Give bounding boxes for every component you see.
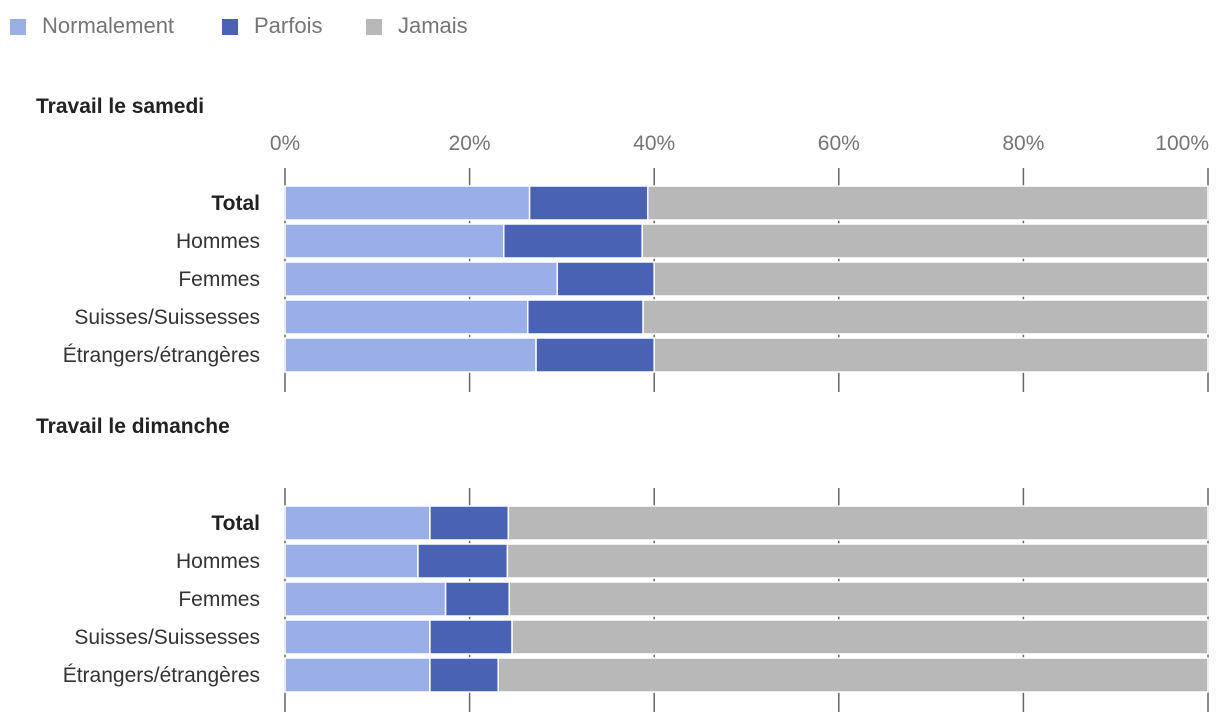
x-tick-label: 20% — [449, 132, 491, 155]
bar-segment-jamais — [653, 261, 1209, 297]
bar-row-total: Total — [211, 185, 1209, 221]
legend-label: Parfois — [254, 13, 322, 38]
bar-segment-jamais — [653, 337, 1209, 373]
bar-segment-jamais — [642, 299, 1209, 335]
x-tick-label: 80% — [1002, 132, 1044, 155]
panel-title: Travail le samedi — [36, 95, 204, 118]
legend-label: Jamais — [398, 13, 468, 38]
bar-segment-normalement — [284, 543, 419, 579]
panel-travail-le-samedi: Travail le samedi 0% 20% 40% 60% 80% 100% Total… — [36, 95, 1209, 392]
bar-segment-parfois — [528, 185, 649, 221]
bar-segment-parfois — [556, 261, 655, 297]
bar-segment-normalement — [284, 337, 537, 373]
bar-segment-jamais — [646, 185, 1209, 221]
legend-item-jamais: Jamais — [366, 13, 468, 38]
panel-title: Travail le dimanche — [36, 415, 230, 438]
bar-row-etrangers-etrangeres: Étrangers/étrangères — [63, 337, 1209, 373]
chart-panels: Travail le samedi 0% 20% 40% 60% 80% 100% Total… — [36, 95, 1209, 712]
bar-segment-parfois — [417, 543, 509, 579]
bar-segment-parfois — [429, 657, 499, 693]
bar-segment-parfois — [503, 223, 643, 259]
bar-segment-parfois — [429, 619, 513, 655]
bar-segment-jamais — [641, 223, 1209, 259]
legend-swatch — [366, 19, 382, 35]
category-label: Femmes — [178, 268, 260, 291]
bar-segment-normalement — [284, 657, 431, 693]
category-label: Femmes — [178, 588, 260, 611]
x-tick-label: 40% — [633, 132, 675, 155]
legend-item-normalement: Normalement — [10, 13, 174, 38]
bar-row-femmes: Femmes — [178, 261, 1209, 297]
category-label: Hommes — [176, 550, 260, 573]
bar-segment-jamais — [506, 543, 1209, 579]
bar-segment-parfois — [526, 299, 644, 335]
bar-segment-normalement — [284, 299, 529, 335]
legend-label: Normalement — [42, 13, 174, 38]
bar-row-suisses-suissesses: Suisses/Suissesses — [74, 299, 1209, 335]
bar-segment-jamais — [507, 505, 1209, 541]
legend-swatch — [10, 19, 26, 35]
legend-swatch — [222, 19, 238, 35]
legend: Normalement Parfois Jamais — [10, 13, 468, 38]
bar-segment-normalement — [284, 261, 559, 297]
bar-segment-parfois — [535, 337, 655, 373]
bar-row-femmes: Femmes — [178, 581, 1209, 617]
category-label: Hommes — [176, 230, 260, 253]
bar-row-etrangers-etrangeres: Étrangers/étrangères — [63, 657, 1209, 693]
bar-row-suisses-suissesses: Suisses/Suissesses — [74, 619, 1209, 655]
bar-segment-parfois — [429, 505, 510, 541]
panel-travail-le-dimanche: Travail le dimanche Total Hommes Femmes Suis… — [36, 415, 1209, 712]
x-tick-label: 100% — [1155, 132, 1209, 155]
x-tick-label: 0% — [270, 132, 300, 155]
bar-segment-jamais — [511, 619, 1209, 655]
bar-row-hommes: Hommes — [176, 223, 1209, 259]
category-label: Étrangers/étrangères — [63, 664, 260, 687]
bar-segment-normalement — [284, 505, 431, 541]
bar-segment-parfois — [444, 581, 511, 617]
bar-segment-normalement — [284, 619, 431, 655]
category-label: Total — [211, 512, 260, 535]
bar-segment-jamais — [497, 657, 1209, 693]
category-label: Étrangers/étrangères — [63, 344, 260, 367]
bar-segment-normalement — [284, 223, 505, 259]
category-label: Suisses/Suissesses — [74, 626, 260, 649]
category-label: Total — [211, 192, 260, 215]
legend-item-parfois: Parfois — [222, 13, 322, 38]
bar-segment-normalement — [284, 581, 447, 617]
bar-row-total: Total — [211, 505, 1209, 541]
bar-row-hommes: Hommes — [176, 543, 1209, 579]
category-label: Suisses/Suissesses — [74, 306, 260, 329]
x-tick-label: 60% — [818, 132, 860, 155]
bar-segment-jamais — [508, 581, 1209, 617]
bar-segment-normalement — [284, 185, 531, 221]
